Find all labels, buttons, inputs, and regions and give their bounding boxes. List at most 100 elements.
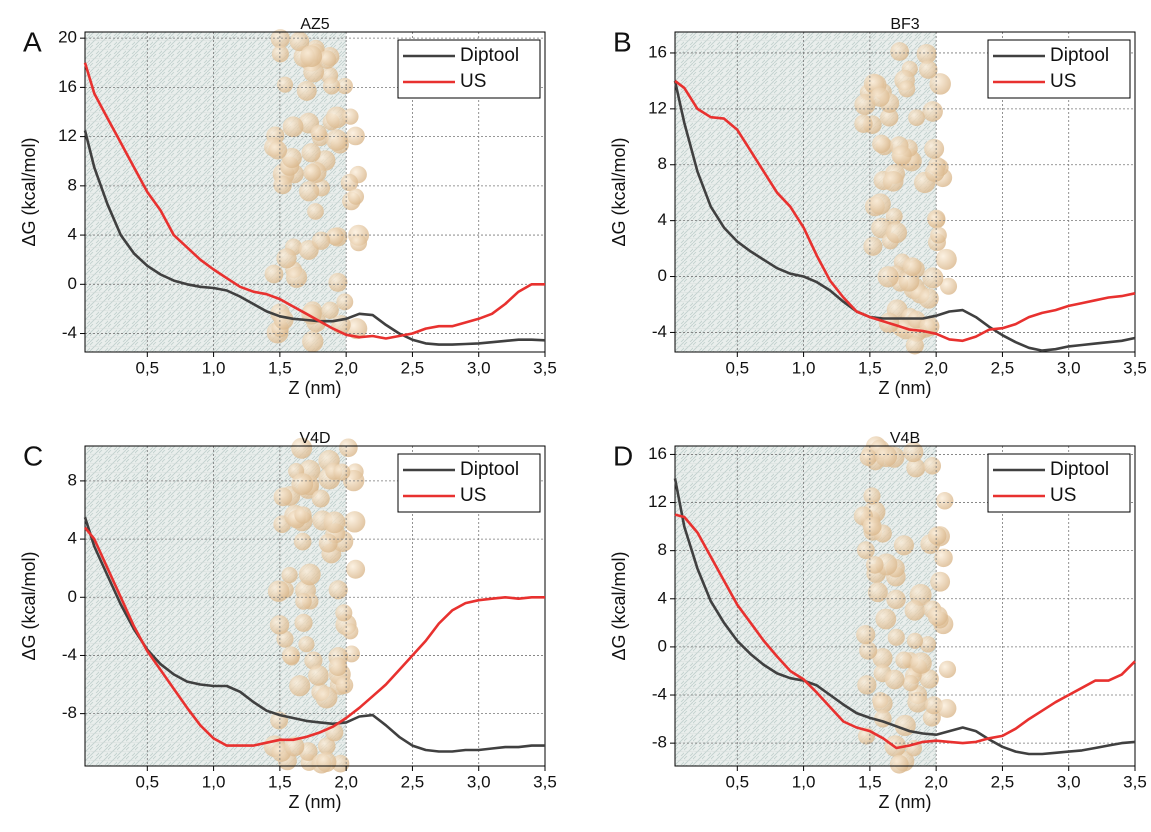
y-tick-label: 8 — [658, 154, 667, 173]
lipid-headgroup — [321, 301, 339, 319]
lipid-headgroup — [875, 445, 898, 468]
lipid-headgroup — [891, 145, 912, 166]
lipid-headgroup — [889, 754, 909, 774]
lipid-headgroup — [276, 248, 297, 269]
y-tick-label: 0 — [658, 636, 667, 655]
lipid-headgroup — [856, 625, 876, 645]
y-tick-label: -8 — [652, 733, 667, 752]
lipid-headgroup — [268, 140, 288, 160]
lipid-headgroup — [317, 50, 337, 69]
lipid-headgroup — [870, 87, 890, 107]
legend-box — [397, 39, 541, 99]
lipid-headgroup — [908, 109, 925, 127]
membrane-image — [675, 32, 958, 355]
y-tick-label: 0 — [68, 274, 77, 293]
lipid-headgroup — [333, 463, 351, 481]
lipid-headgroup — [285, 266, 308, 288]
x-tick-label: 2,0 — [334, 772, 358, 791]
y-tick-label: 16 — [58, 77, 77, 96]
lipid-headgroup — [902, 257, 922, 277]
y-tick-label: -4 — [62, 645, 77, 664]
chart-title: AZ5 — [300, 16, 329, 33]
lipid-headgroup — [326, 227, 344, 246]
lipid-headgroup — [906, 632, 924, 649]
lipid-headgroup — [882, 171, 904, 192]
panel-letter: A — [23, 26, 42, 57]
x-tick-label: 1,0 — [792, 358, 816, 377]
lipid-headgroup — [918, 60, 938, 79]
y-tick-label: 0 — [658, 266, 667, 285]
lipid-headgroup — [339, 438, 358, 458]
lipid-headgroup — [856, 541, 875, 560]
lipid-headgroup — [342, 108, 359, 125]
membrane-texture — [675, 32, 937, 352]
lipid-headgroup — [886, 589, 906, 610]
y-tick-label: 0 — [68, 587, 77, 606]
lipid-headgroup — [886, 222, 908, 244]
lipid-headgroup — [269, 615, 290, 635]
lipid-headgroup — [336, 77, 353, 95]
legend-label: Diptool — [1050, 45, 1109, 66]
lipid-headgroup — [289, 31, 310, 52]
x-axis-label: Z (nm) — [289, 792, 342, 812]
x-tick-label: 3,5 — [533, 772, 557, 791]
x-tick-label: 1,0 — [202, 358, 226, 377]
chart-title: BF3 — [890, 16, 919, 33]
x-tick-label: 3,5 — [1123, 358, 1147, 377]
lipid-headgroup — [346, 126, 365, 146]
lipid-headgroup — [304, 651, 323, 670]
lipid-headgroup — [295, 593, 312, 610]
data-line — [83, 62, 545, 340]
x-tick-label: 1,5 — [268, 772, 292, 791]
lipid-headgroup — [347, 188, 365, 205]
x-tick-label: 0,5 — [135, 772, 159, 791]
lipid-headgroup — [291, 437, 313, 459]
x-tick-label: 2,5 — [991, 358, 1015, 377]
y-axis-label: ΔG (kcal/mol) — [609, 551, 629, 660]
y-tick-label: 8 — [68, 175, 77, 194]
lipid-headgroup — [289, 675, 311, 697]
lipid-headgroup — [336, 293, 354, 311]
lipid-headgroup — [293, 532, 312, 551]
lipid-headgroup — [303, 163, 321, 182]
data-line — [674, 513, 1136, 750]
lipid-headgroup — [872, 648, 893, 669]
plot-frame — [674, 31, 1136, 353]
data-line — [673, 80, 1136, 352]
lipid-headgroup — [328, 657, 348, 676]
membrane-image — [85, 29, 370, 353]
legend-label: US — [1050, 485, 1076, 506]
y-tick-label: 8 — [68, 470, 77, 489]
lipid-headgroup — [923, 457, 942, 475]
lipid-headgroup — [930, 571, 951, 592]
lipid-headgroup — [885, 207, 903, 225]
lipid-headgroup — [916, 43, 937, 64]
x-tick-label: 3,0 — [467, 772, 491, 791]
lipid-headgroup — [322, 77, 341, 95]
y-tick-label: 4 — [658, 588, 667, 607]
lipid-headgroup — [927, 606, 948, 627]
chart-title: V4B — [890, 430, 920, 447]
lipid-headgroup — [335, 604, 353, 622]
legend-label: Diptool — [460, 459, 519, 480]
x-tick-label: 2,0 — [924, 772, 948, 791]
membrane-image — [85, 437, 366, 774]
y-tick-label: 4 — [68, 225, 77, 244]
lipid-headgroup — [859, 448, 877, 467]
lipid-headgroup — [918, 288, 939, 309]
x-tick-label: 2,5 — [991, 772, 1015, 791]
data-line — [83, 516, 545, 753]
lipid-headgroup — [343, 511, 366, 533]
y-tick-label: 16 — [648, 444, 667, 463]
lipid-headgroup — [902, 674, 919, 692]
lipid-headgroup — [316, 751, 337, 772]
lipid-headgroup — [300, 45, 323, 68]
lipid-headgroup — [940, 277, 958, 295]
y-tick-label: -4 — [652, 322, 667, 341]
lipid-headgroup — [342, 623, 359, 640]
lipid-headgroup — [308, 665, 329, 686]
lipid-headgroup — [935, 248, 957, 270]
lipid-headgroup — [869, 193, 891, 215]
lipid-headgroup — [929, 73, 951, 95]
